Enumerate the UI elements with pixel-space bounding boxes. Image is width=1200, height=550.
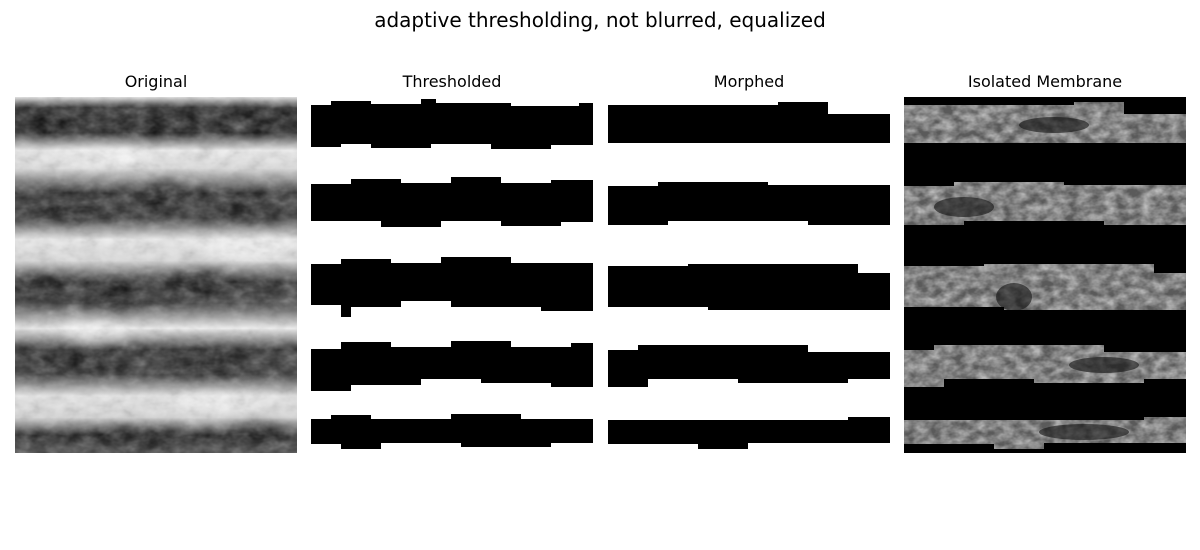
isolated-membrane-image [904, 97, 1186, 453]
panel-title-morphed: Morphed [713, 72, 785, 91]
panel-title-thresholded: Thresholded [402, 72, 502, 91]
panel-title-original: Original [124, 72, 188, 91]
figure-title: adaptive thresholding, not blurred, equa… [374, 8, 826, 32]
morphed-image [608, 97, 890, 453]
original-image [15, 97, 297, 453]
panel-title-isolated-membrane: Isolated Membrane [967, 72, 1123, 91]
thresholded-image [311, 97, 593, 453]
